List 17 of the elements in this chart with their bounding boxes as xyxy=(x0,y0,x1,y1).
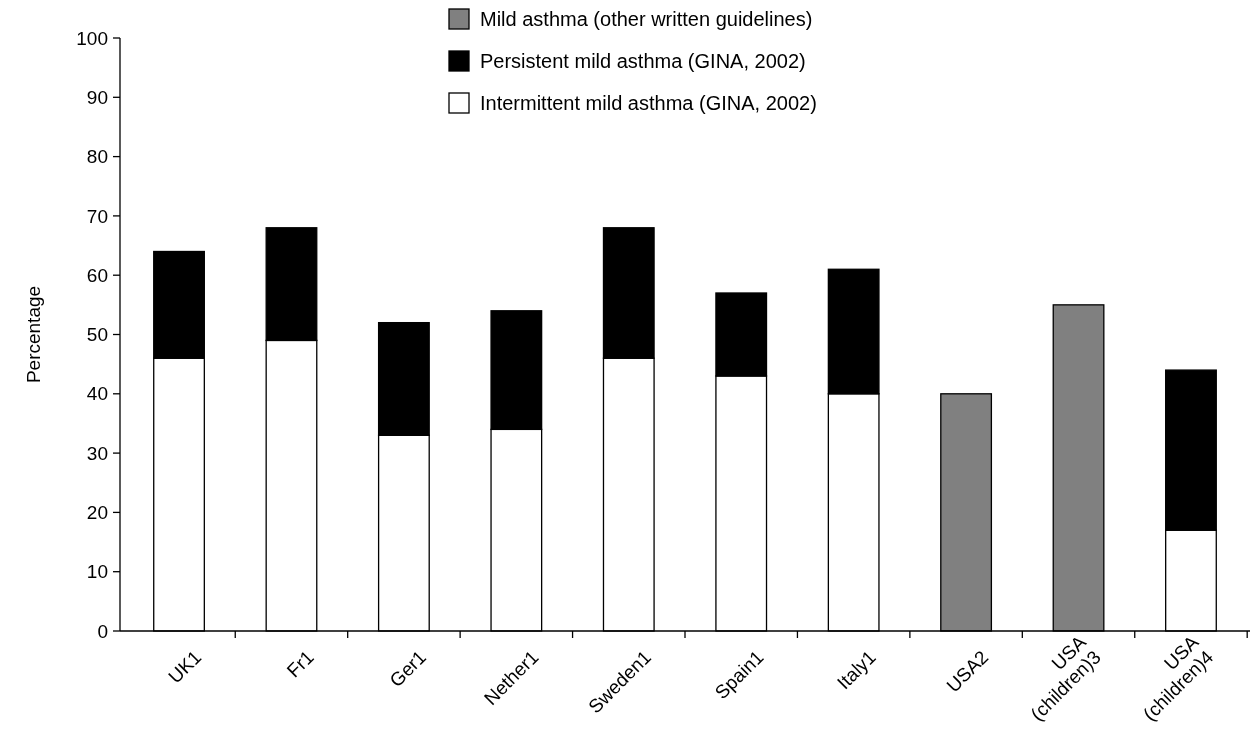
y-tick-label: 30 xyxy=(86,442,108,464)
y-tick-label: 60 xyxy=(86,264,108,286)
y-tick-label: 0 xyxy=(97,620,108,642)
y-tick-label: 10 xyxy=(86,561,108,583)
y-tick-label: 100 xyxy=(76,27,108,49)
legend-label: Persistent mild asthma (GINA, 2002) xyxy=(480,50,806,72)
y-tick-label: 40 xyxy=(86,383,108,405)
y-tick-label: 90 xyxy=(86,86,108,108)
y-tick-label: 20 xyxy=(86,502,108,524)
x-tick-label: Fr1 xyxy=(282,646,318,682)
x-tick-label: UK1 xyxy=(164,646,206,688)
y-tick-label: 70 xyxy=(86,205,108,227)
y-tick-label: 50 xyxy=(86,324,108,346)
legend-label: Mild asthma (other written guidelines) xyxy=(480,8,813,30)
y-tick-label: 80 xyxy=(86,146,108,168)
y-axis-title: Percentage xyxy=(23,285,44,384)
legend-label: Intermittent mild asthma (GINA, 2002) xyxy=(480,92,817,114)
